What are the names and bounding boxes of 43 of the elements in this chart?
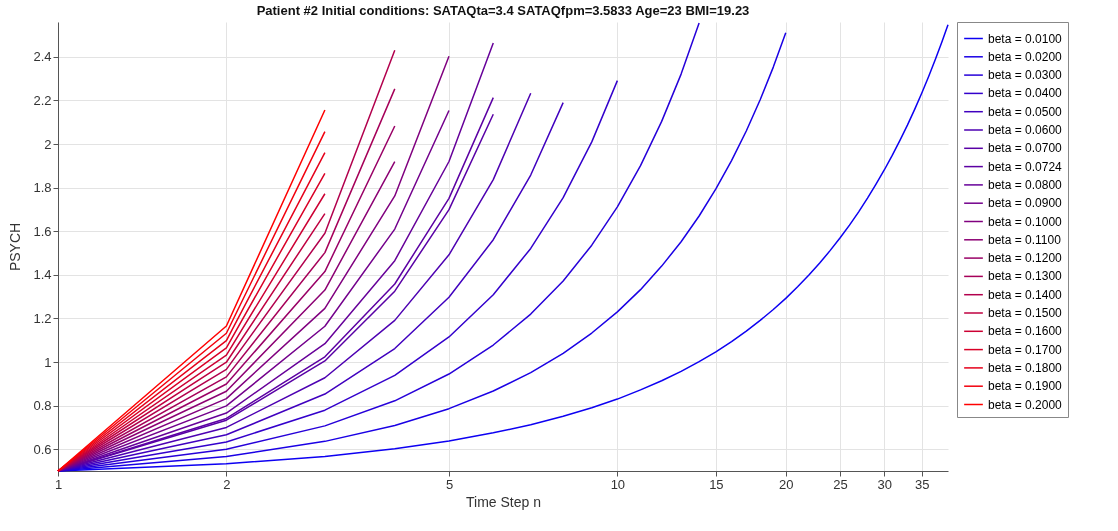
legend-label: beta = 0.0724: [988, 159, 1063, 174]
y-tick-label: 2.2: [33, 92, 52, 108]
x-tick-label: 15: [709, 476, 724, 492]
legend-label: beta = 0.0500: [988, 104, 1063, 119]
legend-label: beta = 0.0600: [988, 123, 1063, 137]
legend-label: beta = 0.1800: [988, 360, 1063, 375]
legend-label: beta = 0.1200: [988, 251, 1063, 266]
legend-label: beta = 0.0800: [988, 177, 1063, 192]
legend-label: beta = 0.1600: [988, 324, 1063, 339]
x-tick-label: 2: [223, 476, 231, 492]
legend-label: beta = 0.0400: [988, 86, 1063, 101]
legend-label: beta = 0.1300: [988, 269, 1063, 284]
legend-label: beta = 0.0300: [988, 68, 1063, 83]
y-tick-label: 1.2: [33, 310, 52, 326]
y-tick-label: 2.4: [33, 49, 52, 65]
x-tick-label: 1: [54, 476, 63, 492]
y-tick-label: 0.6: [33, 441, 52, 457]
legend-label: beta = 0.0700: [988, 141, 1063, 156]
x-tick-label: 10: [610, 476, 626, 492]
legend-label: beta = 0.1100: [988, 232, 1062, 247]
x-tick-label: 30: [877, 476, 892, 492]
legend-label: beta = 0.0100: [988, 31, 1063, 46]
x-tick-label: 25: [833, 476, 848, 492]
x-axis-title: Time Step n: [466, 493, 541, 510]
y-tick-label: 0.8: [33, 398, 52, 414]
y-tick-label: 1: [44, 354, 52, 370]
y-tick-label: 1.4: [33, 267, 52, 283]
y-tick-label: 2: [44, 136, 52, 152]
legend-label: beta = 0.1000: [988, 214, 1063, 229]
x-tick-label: 35: [914, 476, 930, 492]
y-tick-label: 1.8: [33, 180, 52, 196]
x-tick-label: 5: [445, 476, 454, 492]
legend-label: beta = 0.2000: [988, 397, 1063, 412]
x-tick-label: 20: [779, 476, 794, 492]
y-axis-title: PSYCH: [7, 222, 24, 272]
legend-label: beta = 0.1500: [988, 306, 1063, 320]
y-tick-label: 1.6: [33, 223, 52, 239]
legend-label: beta = 0.1400: [988, 287, 1063, 302]
legend-label: beta = 0.1700: [988, 342, 1063, 357]
legend-label: beta = 0.1900: [988, 379, 1063, 394]
chart-title: Patient #2 Initial conditions: SATAQta=3.4 SATAQfpm=3.5833 Age=23 BMI=19.23: [256, 2, 750, 18]
legend-label: beta = 0.0900: [988, 196, 1063, 211]
legend-label: beta = 0.0200: [988, 49, 1063, 64]
